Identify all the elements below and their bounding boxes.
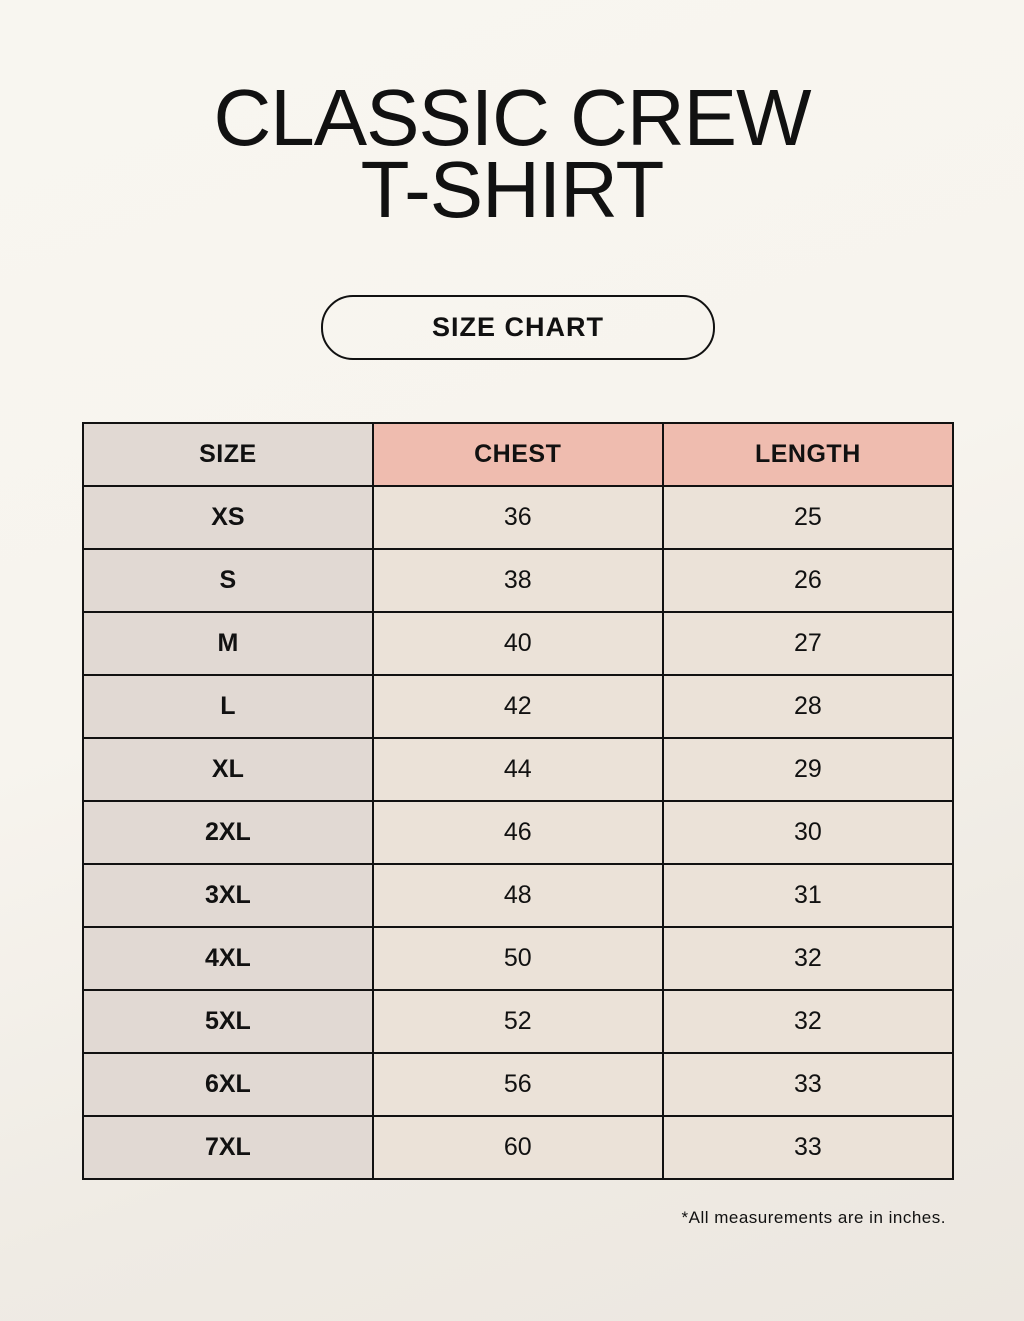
chest-cell: 50 <box>371 926 664 991</box>
chest-cell: 46 <box>371 800 664 865</box>
length-cell: 33 <box>661 1115 955 1180</box>
length-cell: 25 <box>661 485 955 550</box>
measurement-note: *All measurements are in inches. <box>681 1208 946 1227</box>
table-row: 4XL 50 32 <box>82 926 955 991</box>
table-row: S 38 26 <box>82 548 955 613</box>
size-table: SIZE CHEST LENGTH XS 36 25 S 38 26 M 40 27 L 42 28 X… <box>82 422 955 1180</box>
size-cell: XS <box>82 485 374 550</box>
length-cell: 30 <box>661 800 955 865</box>
size-cell: 3XL <box>82 863 374 928</box>
chest-cell: 48 <box>371 863 664 928</box>
chest-cell: 38 <box>371 548 664 613</box>
table-row: 3XL 48 31 <box>82 863 955 928</box>
table-row: XS 36 25 <box>82 485 955 550</box>
length-cell: 32 <box>661 989 955 1054</box>
length-cell: 26 <box>661 548 955 613</box>
table-row: L 42 28 <box>82 674 955 739</box>
chest-cell: 56 <box>371 1052 664 1117</box>
chest-cell: 36 <box>371 485 664 550</box>
length-cell: 33 <box>661 1052 955 1117</box>
size-chart-label: SIZE CHART <box>321 295 715 360</box>
size-cell: 6XL <box>82 1052 374 1117</box>
header-length: LENGTH <box>661 422 955 487</box>
size-cell: XL <box>82 737 374 802</box>
chest-cell: 44 <box>371 737 664 802</box>
size-cell: S <box>82 548 374 613</box>
table-row: 2XL 46 30 <box>82 800 955 865</box>
table-row: 5XL 52 32 <box>82 989 955 1054</box>
table-row: 7XL 60 33 <box>82 1115 955 1180</box>
table-row: 6XL 56 33 <box>82 1052 955 1117</box>
chest-cell: 52 <box>371 989 664 1054</box>
size-cell: M <box>82 611 374 676</box>
page-title: CLASSIC CREW T-SHIRT <box>0 73 1024 234</box>
chest-cell: 42 <box>371 674 664 739</box>
length-cell: 28 <box>661 674 955 739</box>
length-cell: 29 <box>661 737 955 802</box>
table-row: M 40 27 <box>82 611 955 676</box>
size-cell: L <box>82 674 374 739</box>
header-chest: CHEST <box>371 422 664 487</box>
size-cell: 7XL <box>82 1115 374 1180</box>
chest-cell: 60 <box>371 1115 664 1180</box>
size-cell: 4XL <box>82 926 374 991</box>
length-cell: 27 <box>661 611 955 676</box>
header-size: SIZE <box>82 422 374 487</box>
length-cell: 32 <box>661 926 955 991</box>
size-cell: 5XL <box>82 989 374 1054</box>
title-line-1: CLASSIC CREW <box>213 73 812 162</box>
length-cell: 31 <box>661 863 955 928</box>
table-header-row: SIZE CHEST LENGTH <box>82 422 955 487</box>
title-line-2: T-SHIRT <box>360 145 665 234</box>
size-cell: 2XL <box>82 800 374 865</box>
table-row: XL 44 29 <box>82 737 955 802</box>
chest-cell: 40 <box>371 611 664 676</box>
